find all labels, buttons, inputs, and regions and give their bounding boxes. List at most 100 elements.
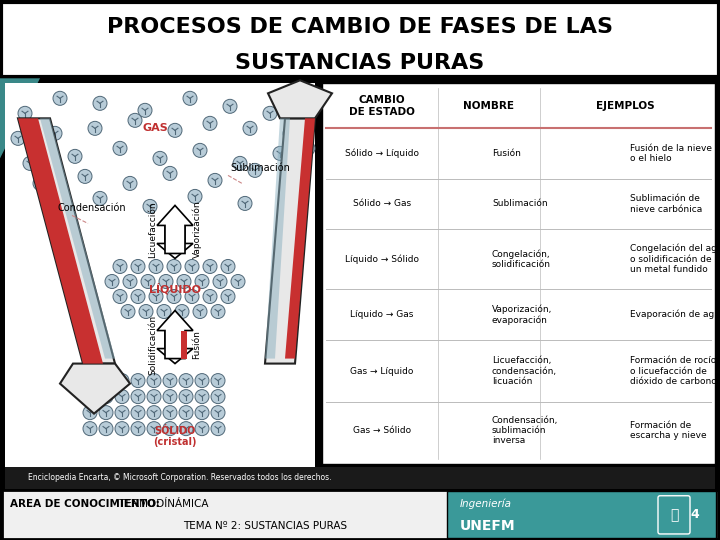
Text: Enciclopedia Encarta, © Microsoft Corporation. Reservados todos los derechos.: Enciclopedia Encarta, © Microsoft Corpor… bbox=[28, 473, 332, 482]
Circle shape bbox=[163, 374, 177, 388]
Text: Ingeniería: Ingeniería bbox=[460, 498, 512, 509]
Circle shape bbox=[78, 170, 92, 184]
Circle shape bbox=[131, 374, 145, 388]
Circle shape bbox=[157, 305, 171, 319]
Circle shape bbox=[131, 389, 145, 403]
FancyBboxPatch shape bbox=[5, 83, 315, 484]
Text: NOMBRE: NOMBRE bbox=[464, 101, 515, 111]
Polygon shape bbox=[40, 118, 115, 359]
Circle shape bbox=[99, 374, 113, 388]
Circle shape bbox=[33, 177, 47, 191]
Circle shape bbox=[193, 305, 207, 319]
Circle shape bbox=[248, 164, 262, 178]
Circle shape bbox=[188, 190, 202, 204]
Circle shape bbox=[131, 422, 145, 436]
Circle shape bbox=[99, 389, 113, 403]
Circle shape bbox=[48, 126, 62, 140]
Text: Formación de rocío
o licuefacción de
dióxido de carbono: Formación de rocío o licuefacción de dió… bbox=[631, 356, 717, 386]
Circle shape bbox=[93, 96, 107, 110]
Circle shape bbox=[213, 274, 227, 288]
Text: TEMA Nº 2: SUSTANCIAS PURAS: TEMA Nº 2: SUSTANCIAS PURAS bbox=[183, 521, 347, 531]
Circle shape bbox=[203, 116, 217, 130]
Circle shape bbox=[195, 406, 209, 420]
Circle shape bbox=[263, 106, 277, 120]
Circle shape bbox=[138, 103, 152, 117]
Text: Condensación: Condensación bbox=[58, 204, 127, 213]
Circle shape bbox=[53, 91, 67, 105]
Circle shape bbox=[83, 374, 97, 388]
Polygon shape bbox=[157, 310, 193, 359]
Polygon shape bbox=[18, 118, 115, 363]
Text: Licuefacción: Licuefacción bbox=[148, 201, 158, 258]
Circle shape bbox=[147, 406, 161, 420]
Circle shape bbox=[113, 260, 127, 273]
Circle shape bbox=[149, 289, 163, 303]
Text: TERMODÍNÁMICA: TERMODÍNÁMICA bbox=[116, 499, 209, 509]
Text: Formación de
escarcha y nieve: Formación de escarcha y nieve bbox=[631, 421, 707, 440]
Text: Sólido → Líquido: Sólido → Líquido bbox=[345, 149, 419, 158]
Text: Condensación,
sublimación
inversa: Condensación, sublimación inversa bbox=[492, 416, 559, 446]
Circle shape bbox=[11, 131, 25, 145]
Circle shape bbox=[141, 274, 155, 288]
Text: Fusión: Fusión bbox=[492, 149, 521, 158]
Text: GAS: GAS bbox=[142, 123, 168, 133]
Circle shape bbox=[147, 389, 161, 403]
Text: SÓLIDO
(cristal): SÓLIDO (cristal) bbox=[153, 426, 197, 448]
FancyBboxPatch shape bbox=[658, 496, 690, 534]
FancyBboxPatch shape bbox=[447, 491, 716, 538]
Text: Sólido → Gas: Sólido → Gas bbox=[353, 199, 411, 208]
Circle shape bbox=[211, 389, 225, 403]
Circle shape bbox=[167, 289, 181, 303]
Circle shape bbox=[233, 157, 247, 171]
Text: Líquido → Gas: Líquido → Gas bbox=[351, 310, 414, 319]
Circle shape bbox=[231, 274, 245, 288]
Circle shape bbox=[128, 113, 142, 127]
Circle shape bbox=[238, 197, 252, 211]
Circle shape bbox=[273, 146, 287, 160]
Circle shape bbox=[221, 289, 235, 303]
Text: Sublimación: Sublimación bbox=[230, 164, 290, 173]
Circle shape bbox=[175, 305, 189, 319]
Circle shape bbox=[168, 123, 182, 137]
Circle shape bbox=[139, 305, 153, 319]
Circle shape bbox=[83, 422, 97, 436]
Polygon shape bbox=[157, 205, 193, 253]
Circle shape bbox=[115, 374, 129, 388]
Text: LÍQUIDO: LÍQUIDO bbox=[149, 283, 201, 294]
Circle shape bbox=[195, 274, 209, 288]
Circle shape bbox=[195, 389, 209, 403]
FancyBboxPatch shape bbox=[5, 467, 715, 489]
Circle shape bbox=[195, 422, 209, 436]
Circle shape bbox=[177, 274, 191, 288]
Circle shape bbox=[298, 96, 312, 110]
Circle shape bbox=[223, 99, 237, 113]
Text: Gas → Líquido: Gas → Líquido bbox=[351, 367, 414, 375]
Text: Congelación,
solidificación: Congelación, solidificación bbox=[492, 249, 551, 269]
Circle shape bbox=[23, 157, 37, 171]
Circle shape bbox=[143, 199, 157, 213]
Text: Congelación del agua
o solidificación de
un metal fundido: Congelación del agua o solidificación de… bbox=[631, 244, 720, 274]
Text: Licuefacción,
condensación,
licuación: Licuefacción, condensación, licuación bbox=[492, 356, 557, 386]
Circle shape bbox=[203, 260, 217, 273]
Circle shape bbox=[211, 374, 225, 388]
Polygon shape bbox=[268, 80, 332, 118]
Polygon shape bbox=[181, 330, 187, 359]
FancyBboxPatch shape bbox=[322, 83, 715, 464]
Circle shape bbox=[163, 166, 177, 180]
Text: Fusión: Fusión bbox=[192, 330, 202, 359]
Circle shape bbox=[147, 422, 161, 436]
Circle shape bbox=[221, 260, 235, 273]
Text: SUSTANCIAS PURAS: SUSTANCIAS PURAS bbox=[235, 52, 485, 73]
Circle shape bbox=[83, 406, 97, 420]
Circle shape bbox=[18, 106, 32, 120]
Circle shape bbox=[115, 406, 129, 420]
Circle shape bbox=[183, 91, 197, 105]
Text: EJEMPLOS: EJEMPLOS bbox=[596, 101, 654, 111]
Text: 4: 4 bbox=[690, 508, 699, 521]
Text: Evaporación de agua: Evaporación de agua bbox=[631, 309, 720, 319]
Circle shape bbox=[179, 389, 193, 403]
Circle shape bbox=[203, 289, 217, 303]
Circle shape bbox=[195, 374, 209, 388]
Circle shape bbox=[131, 406, 145, 420]
Text: Sublimación: Sublimación bbox=[492, 199, 548, 208]
